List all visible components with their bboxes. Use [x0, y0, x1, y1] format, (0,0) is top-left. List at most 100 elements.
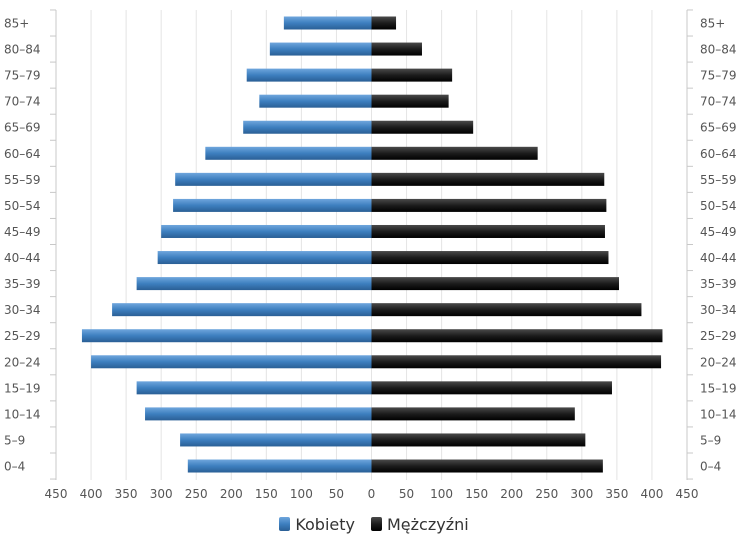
bar-kobiety[interactable] — [180, 433, 372, 447]
x-tick-label: 400 — [640, 487, 663, 501]
y-tick-label-right: 70–74 — [700, 95, 737, 109]
axis-lines — [50, 9, 693, 480]
x-tick-label: 200 — [220, 487, 243, 501]
y-tick-label-left: 20–24 — [4, 355, 41, 369]
bar-kobiety[interactable] — [136, 381, 372, 395]
bar-kobiety[interactable] — [269, 42, 372, 56]
y-tick-label-left: 60–64 — [4, 147, 41, 161]
y-tick-label-right: 40–44 — [700, 251, 737, 265]
y-tick-label-left: 65–69 — [4, 121, 41, 135]
bars — [81, 16, 663, 473]
y-tick-label-left: 35–39 — [4, 277, 41, 291]
bar-mezczyzni[interactable] — [371, 433, 586, 447]
bar-mezczyzni[interactable] — [371, 303, 642, 317]
bar-kobiety[interactable] — [91, 355, 372, 369]
x-tick-label: 400 — [80, 487, 103, 501]
y-tick-label-left: 45–49 — [4, 225, 41, 239]
bar-kobiety[interactable] — [136, 277, 372, 291]
legend-swatch-kobiety — [279, 517, 291, 531]
bar-kobiety[interactable] — [161, 224, 372, 238]
y-tick-label-right: 25–29 — [700, 329, 737, 343]
x-tick-label: 450 — [45, 487, 68, 501]
legend-item-kobiety[interactable]: Kobiety — [279, 515, 355, 534]
y-tick-label-left: 25–29 — [4, 329, 41, 343]
bar-mezczyzni[interactable] — [371, 146, 538, 160]
y-tick-label-right: 5–9 — [700, 433, 721, 447]
x-tick-label: 450 — [676, 487, 699, 501]
x-tick-label: 50 — [399, 487, 414, 501]
y-tick-label-left: 15–19 — [4, 381, 41, 395]
bar-kobiety[interactable] — [112, 303, 372, 317]
bar-mezczyzni[interactable] — [371, 459, 603, 473]
y-tick-label-right: 75–79 — [700, 69, 737, 83]
bar-kobiety[interactable] — [81, 329, 372, 343]
bar-kobiety[interactable] — [187, 459, 372, 473]
x-tick-label: 100 — [430, 487, 453, 501]
bar-mezczyzni[interactable] — [371, 68, 453, 82]
y-tick-label-right: 50–54 — [700, 199, 737, 213]
y-tick-label-right: 15–19 — [700, 381, 737, 395]
tick-labels: 450 400 350 300 250 200 150 100 50 0 50 100 150 200 25… — [4, 17, 737, 502]
bar-mezczyzni[interactable] — [371, 251, 609, 265]
x-tick-label: 300 — [570, 487, 593, 501]
bar-mezczyzni[interactable] — [371, 329, 663, 343]
bar-mezczyzni[interactable] — [371, 381, 612, 395]
bar-kobiety[interactable] — [246, 68, 372, 82]
y-tick-label-left: 85+ — [4, 17, 29, 31]
y-tick-label-right: 30–34 — [700, 303, 737, 317]
bar-kobiety[interactable] — [259, 94, 372, 108]
bar-mezczyzni[interactable] — [371, 94, 449, 108]
bar-kobiety[interactable] — [243, 120, 372, 134]
bar-kobiety[interactable] — [173, 198, 372, 212]
bar-mezczyzni[interactable] — [371, 277, 619, 291]
y-tick-label-right: 55–59 — [700, 173, 737, 187]
y-tick-label-right: 20–24 — [700, 355, 737, 369]
x-tick-label: 100 — [290, 487, 313, 501]
y-tick-label-left: 50–54 — [4, 199, 41, 213]
y-tick-label-left: 5–9 — [4, 433, 25, 447]
bar-mezczyzni[interactable] — [371, 224, 605, 238]
x-tick-label: 50 — [329, 487, 344, 501]
y-tick-label-right: 10–14 — [700, 407, 737, 421]
legend: Kobiety Mężczyźni — [0, 512, 748, 536]
population-pyramid-chart: 450 400 350 300 250 200 150 100 50 0 50 100 150 200 25… — [4, 9, 737, 502]
grid-lines — [90, 10, 653, 480]
legend-label-mezczyzni: Mężczyźni — [386, 514, 469, 534]
y-tick-label-right: 35–39 — [700, 277, 737, 291]
y-tick-label-left: 80–84 — [4, 43, 41, 57]
bar-kobiety[interactable] — [157, 251, 372, 265]
legend-swatch-mezczyzni — [370, 517, 382, 531]
y-tick-label-right: 45–49 — [700, 225, 737, 239]
bar-mezczyzni[interactable] — [371, 355, 662, 369]
bar-mezczyzni[interactable] — [371, 407, 575, 421]
bar-mezczyzni[interactable] — [371, 198, 607, 212]
y-tick-label-left: 30–34 — [4, 303, 41, 317]
y-tick-label-right: 80–84 — [700, 43, 737, 57]
bar-mezczyzni[interactable] — [371, 42, 422, 56]
bar-kobiety[interactable] — [175, 172, 372, 186]
y-tick-label-right: 85+ — [700, 17, 725, 31]
y-tick-label-left: 10–14 — [4, 407, 41, 421]
y-tick-label-left: 0–4 — [4, 460, 25, 474]
bar-kobiety[interactable] — [205, 146, 372, 160]
y-tick-label-right: 0–4 — [700, 460, 721, 474]
bar-kobiety[interactable] — [145, 407, 372, 421]
bar-mezczyzni[interactable] — [371, 120, 474, 134]
bar-kobiety[interactable] — [283, 16, 372, 30]
bar-mezczyzni[interactable] — [371, 16, 397, 30]
x-tick-label: 150 — [255, 487, 278, 501]
legend-item-mezczyzni[interactable]: Mężczyźni — [370, 514, 469, 534]
legend-label-kobiety: Kobiety — [295, 514, 355, 534]
x-tick-label: 250 — [185, 487, 208, 501]
x-tick-label: 0 — [368, 487, 376, 501]
y-tick-label-left: 70–74 — [4, 95, 41, 109]
bar-mezczyzni[interactable] — [371, 172, 605, 186]
x-tick-label: 150 — [465, 487, 488, 501]
x-tick-label: 350 — [605, 487, 628, 501]
x-tick-label: 250 — [535, 487, 558, 501]
x-tick-label: 350 — [115, 487, 138, 501]
y-tick-label-right: 65–69 — [700, 121, 737, 135]
y-tick-label-left: 75–79 — [4, 69, 41, 83]
y-tick-label-right: 60–64 — [700, 147, 737, 161]
x-tick-label: 200 — [500, 487, 523, 501]
